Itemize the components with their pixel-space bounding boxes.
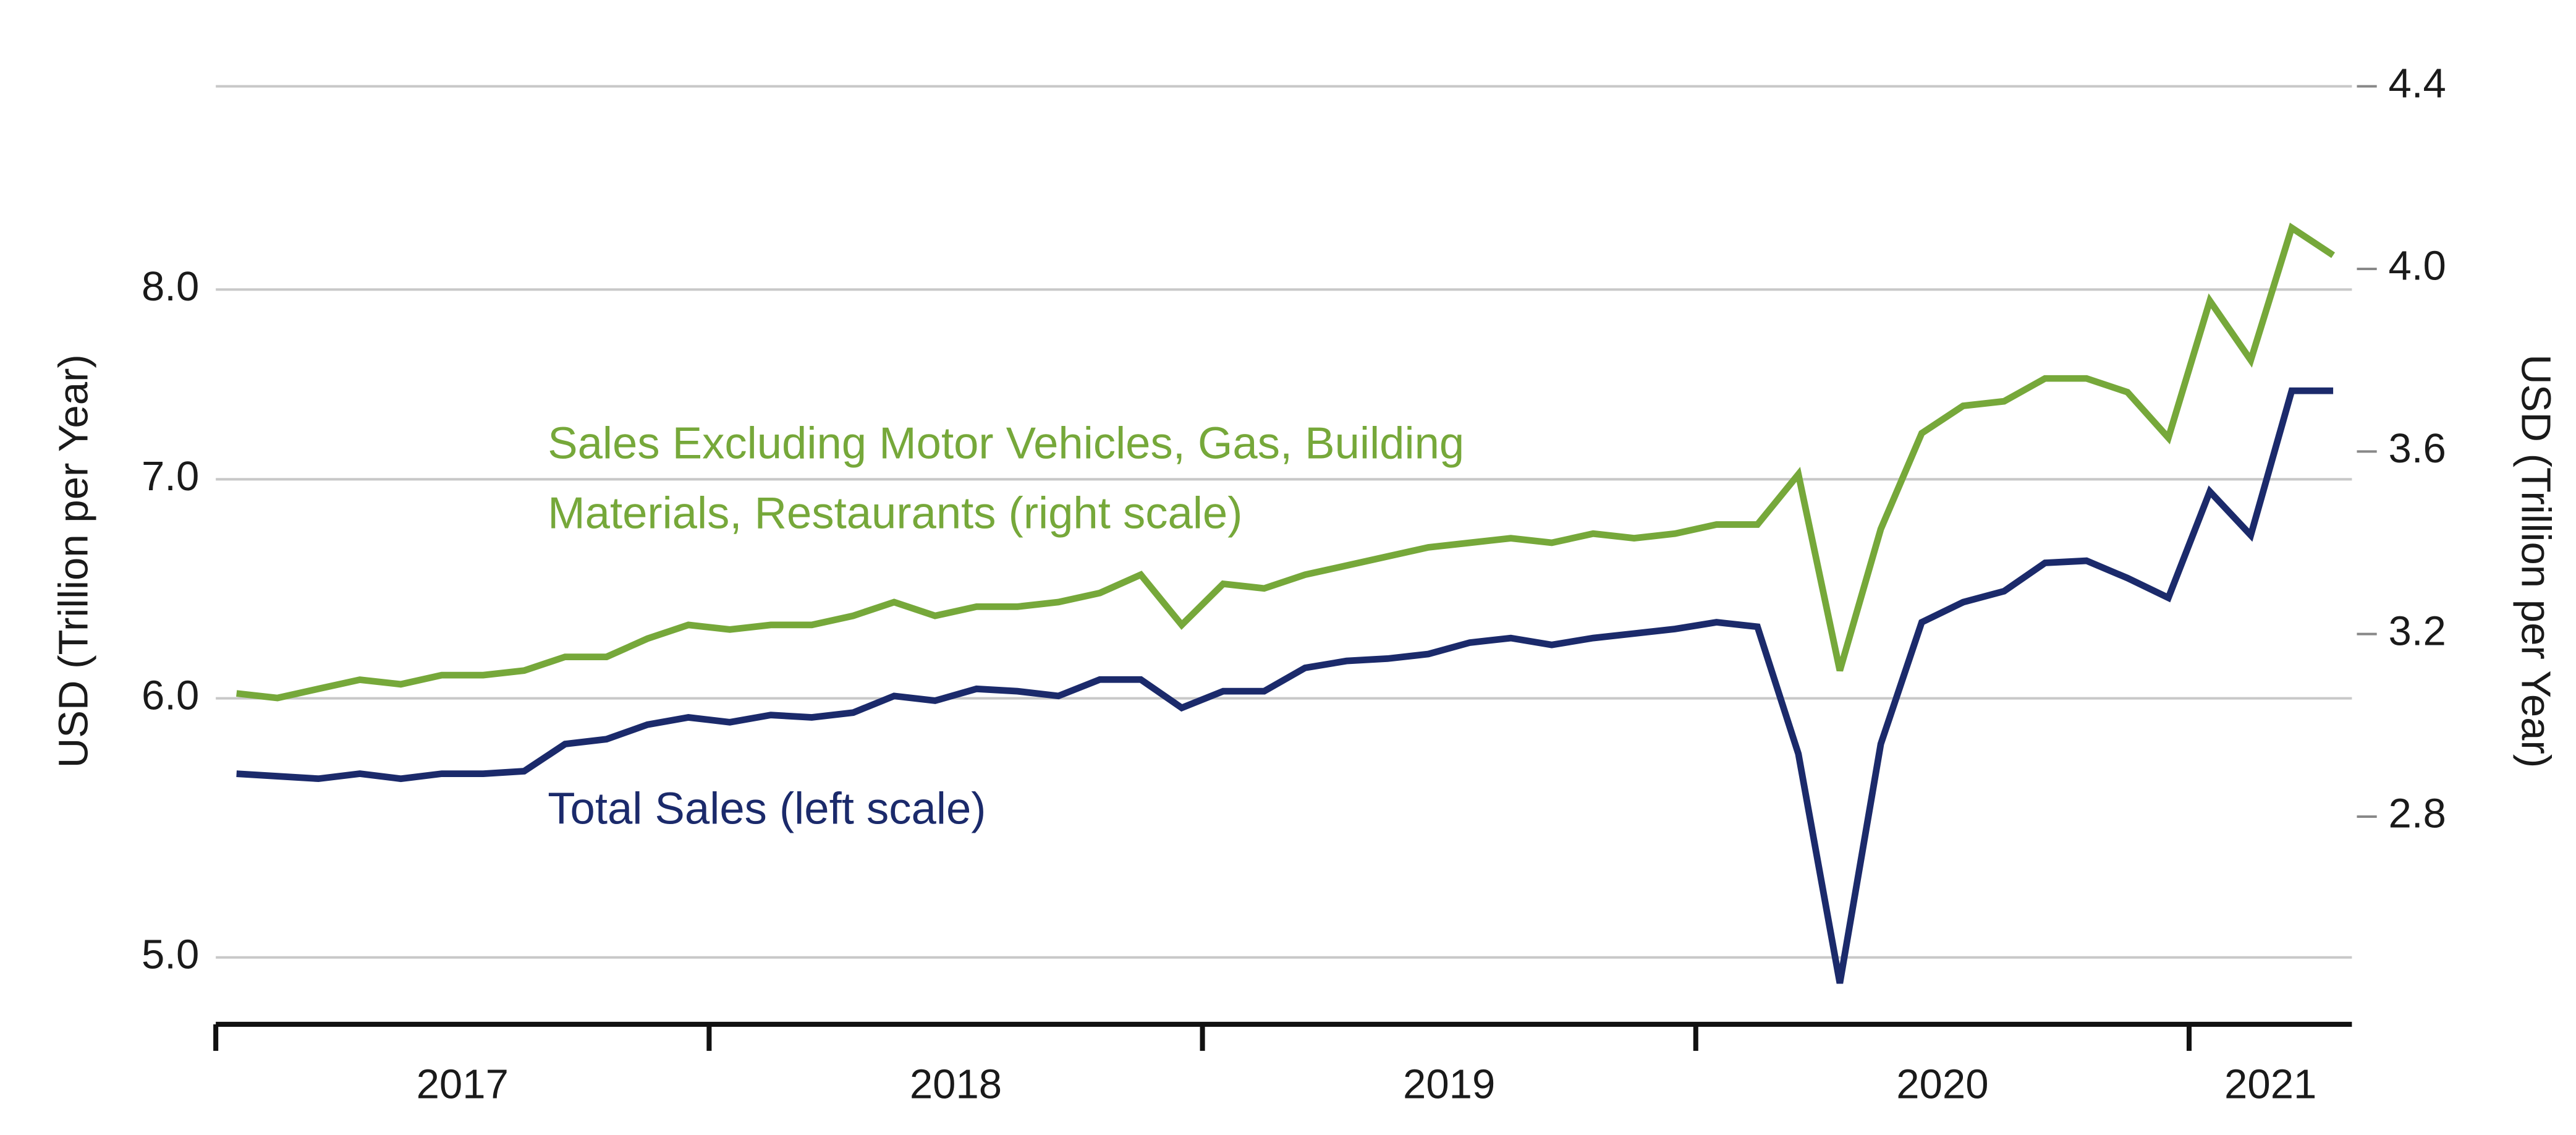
series-label: Materials, Restaurants (right scale): [548, 488, 1242, 538]
y-axis-title: USD (Trillion per Year): [50, 354, 96, 768]
series-label: Total Sales (left scale): [548, 783, 986, 833]
x-tick-label: 2019: [1403, 1061, 1495, 1108]
series-label: Sales Excluding Motor Vehicles, Gas, Bui…: [548, 419, 1464, 469]
x-tick-label: 2020: [1896, 1061, 1988, 1108]
y2-axis-title: USD (Trillion per Year): [2512, 354, 2559, 768]
series-line: [236, 223, 2336, 702]
y2-tick-label: 3.2: [2388, 608, 2446, 654]
x-tick-label: 2018: [910, 1061, 1002, 1108]
y2-tick-label: 3.6: [2388, 425, 2446, 472]
y2-tick-label: 2.8: [2388, 791, 2446, 837]
x-tick-label: 2021: [2224, 1061, 2316, 1108]
y2-tick-label: 4.4: [2388, 60, 2446, 106]
y-tick-label: 8.0: [142, 263, 199, 310]
y-tick-label: 7.0: [142, 453, 199, 499]
y2-tick-label: 4.0: [2388, 243, 2446, 289]
series-line: [236, 387, 2334, 984]
y-tick-label: 6.0: [142, 672, 199, 718]
y-tick-label: 5.0: [142, 931, 199, 977]
x-tick-label: 2017: [417, 1061, 509, 1108]
